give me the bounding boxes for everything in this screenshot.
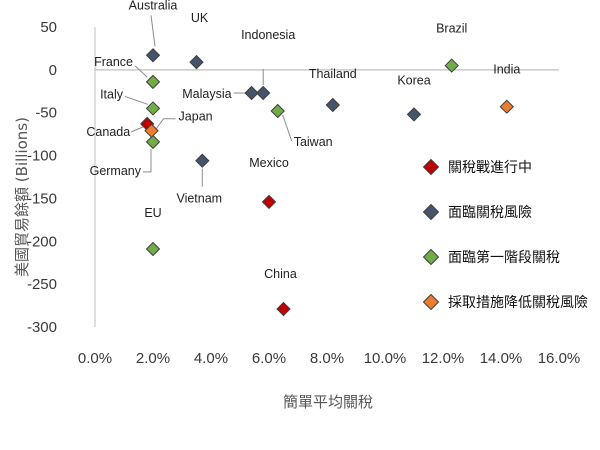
y-tick-label: 0 <box>49 62 57 79</box>
label-leader-lines <box>124 15 293 187</box>
point-germany <box>145 134 161 150</box>
point-uk <box>189 54 204 70</box>
x-tick-label: 10.0% <box>364 350 407 367</box>
point-vietnam <box>195 153 210 168</box>
leader-japan <box>155 118 176 131</box>
point-malaysia <box>244 85 259 101</box>
legend-marker <box>422 248 440 266</box>
label-uk: UK <box>191 11 209 25</box>
point-mexico <box>261 194 277 210</box>
x-tick-label: 2.0% <box>136 350 170 367</box>
legend-marker <box>422 203 440 221</box>
y-tick-label: -100 <box>27 148 57 165</box>
point-japan <box>144 123 159 138</box>
y-tick-label: -200 <box>27 233 57 250</box>
label-india: India <box>493 63 520 77</box>
legend-marker <box>422 293 440 311</box>
label-brazil: Brazil <box>436 22 467 36</box>
tick-labels: 0.0% 2.0% 4.0% 6.0% 8.0% 10.0% 12.0% 14.0% 16.0%… <box>27 19 580 367</box>
legend-label: 採取措施降低關稅風險 <box>448 295 588 311</box>
x-tick-label: 0.0% <box>78 350 112 367</box>
y-axis-title: 美國貿易餘額 (Billions) <box>13 117 31 277</box>
y-tick-label: -150 <box>27 190 57 207</box>
leader-canada <box>131 126 144 133</box>
point-korea <box>406 107 422 122</box>
legend-label: 面臨關稅風險 <box>448 205 532 221</box>
label-italy: Italy <box>100 87 124 101</box>
x-tick-label: 6.0% <box>252 350 286 367</box>
point-italy <box>145 101 161 116</box>
point-eu <box>145 241 161 257</box>
y-tick-label: -300 <box>27 319 57 336</box>
point-australia <box>145 48 161 63</box>
label-korea: Korea <box>397 73 430 87</box>
x-tick-label: 14.0% <box>480 350 523 367</box>
leader-germany <box>143 148 152 173</box>
legend-marker <box>422 158 440 176</box>
y-tick-label: -50 <box>35 105 57 122</box>
axes <box>94 27 559 327</box>
label-eu: EU <box>144 206 161 220</box>
label-thailand: Thailand <box>309 67 357 81</box>
label-japan: Japan <box>179 110 213 124</box>
point-labels: Mexico China Canada Australia UK Indonesia Mal… <box>86 0 520 281</box>
label-vietnam: Vietnam <box>176 192 222 206</box>
leader-australia <box>150 15 156 47</box>
y-tick-label: 50 <box>40 19 57 36</box>
point-france <box>145 74 161 90</box>
leader-france <box>134 65 148 78</box>
leader-italy <box>124 95 149 105</box>
point-brazil <box>444 58 459 73</box>
x-tick-label: 4.0% <box>194 350 228 367</box>
data-points <box>139 48 515 317</box>
point-taiwan <box>270 103 285 119</box>
x-tick-label: 16.0% <box>538 350 581 367</box>
label-china: China <box>264 267 297 281</box>
label-australia: Australia <box>129 0 178 12</box>
legend-label: 面臨第一階段關稅 <box>448 249 560 266</box>
point-china <box>276 301 291 317</box>
label-indonesia: Indonesia <box>241 28 295 42</box>
label-france: France <box>94 55 133 69</box>
x-tick-label: 12.0% <box>422 350 465 367</box>
label-malaysia: Malaysia <box>182 87 231 101</box>
x-tick-label: 8.0% <box>310 350 344 367</box>
point-india <box>499 99 515 114</box>
legend-label: 關稅戰進行中 <box>448 160 532 176</box>
label-mexico: Mexico <box>249 156 289 170</box>
point-thailand <box>325 97 341 113</box>
y-tick-label: -250 <box>27 276 57 293</box>
leader-taiwan <box>282 114 293 142</box>
label-germany: Germany <box>90 164 142 178</box>
label-taiwan: Taiwan <box>294 135 333 149</box>
x-axis-title: 簡單平均關稅 <box>283 393 373 411</box>
point-indonesia <box>255 85 271 101</box>
label-canada: Canada <box>86 125 130 139</box>
